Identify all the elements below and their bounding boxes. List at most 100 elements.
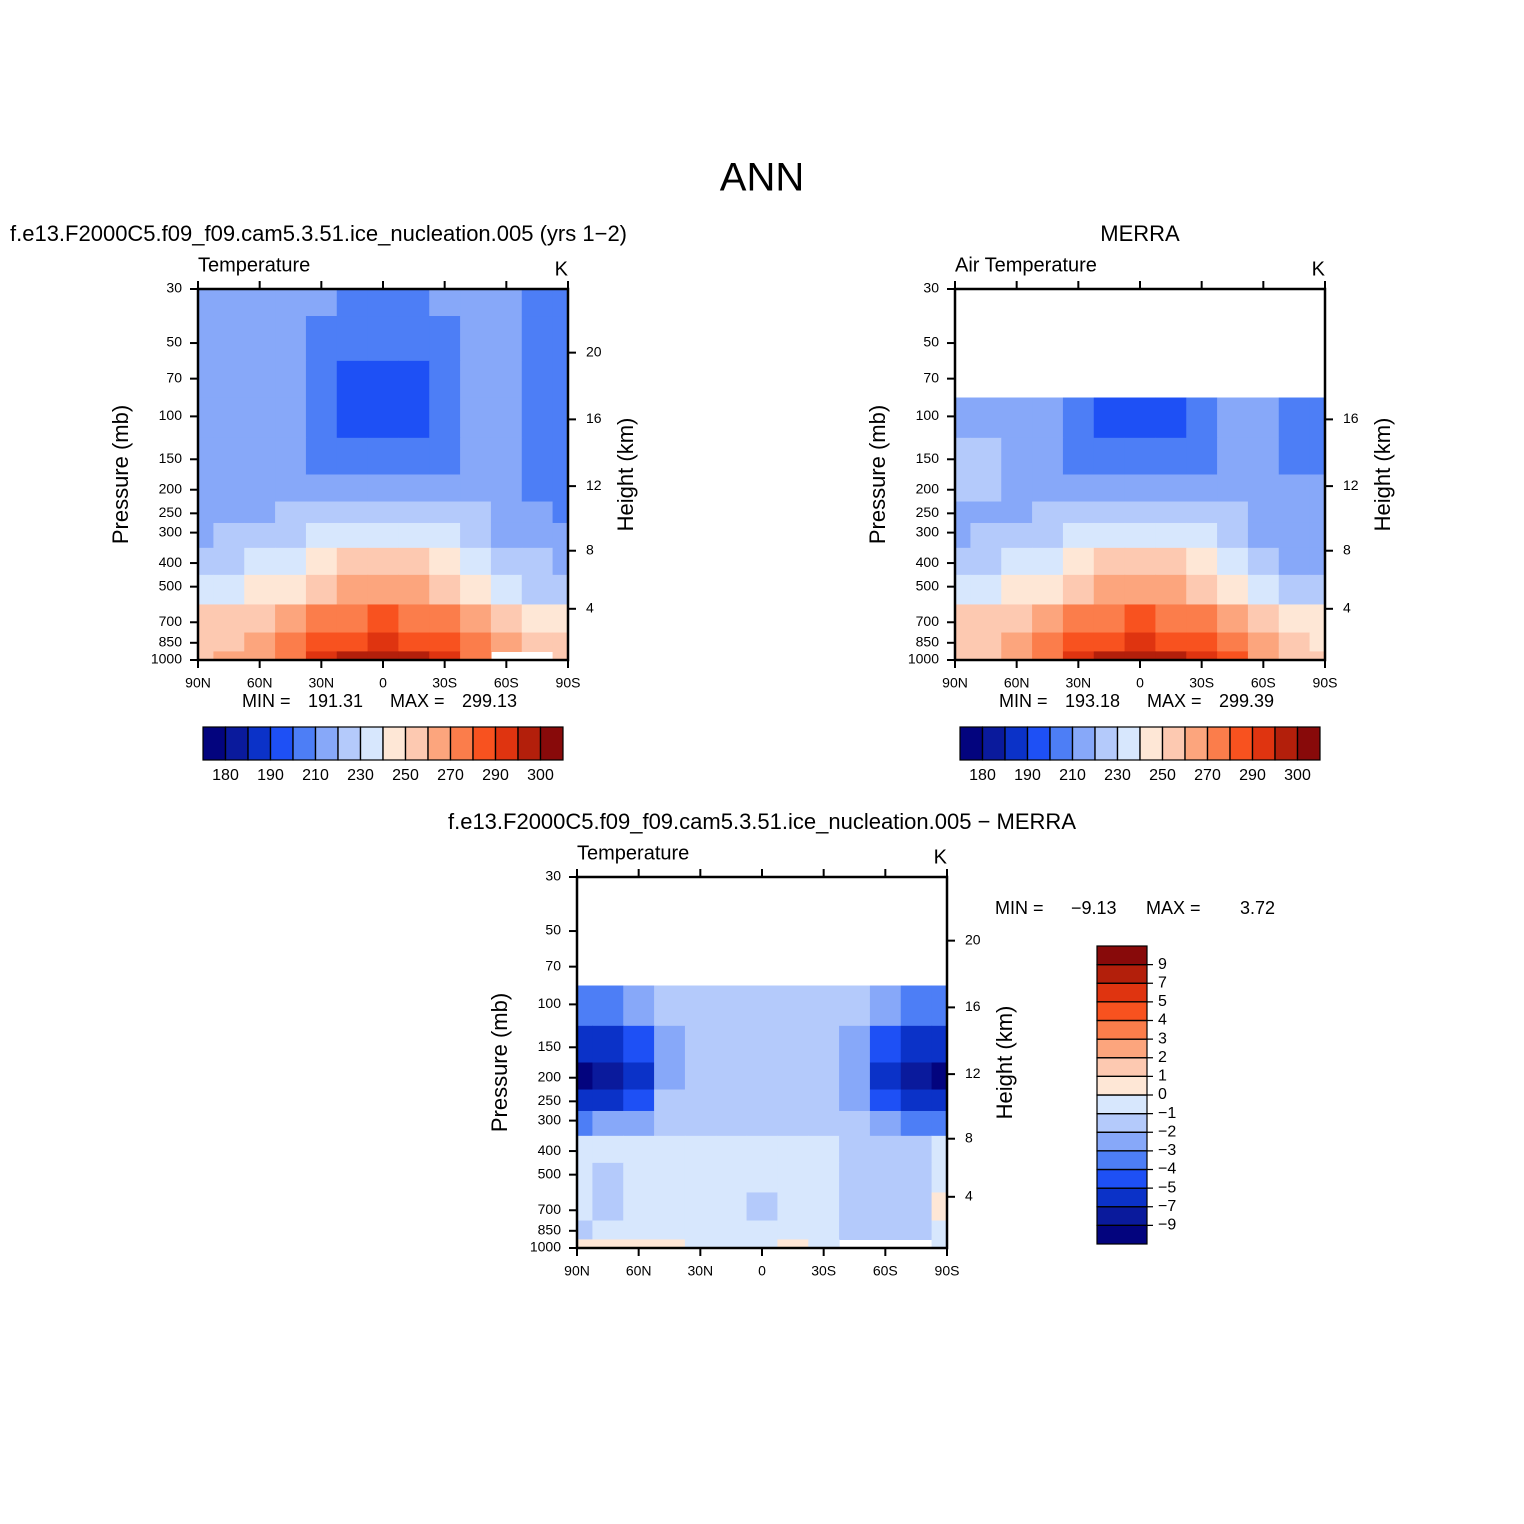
contour-cell bbox=[746, 985, 779, 1027]
contour-cell bbox=[198, 474, 215, 503]
colorbar-box bbox=[382, 726, 407, 761]
contour-cell bbox=[1278, 522, 1311, 549]
contour-cell bbox=[336, 501, 369, 524]
contour-cell bbox=[367, 397, 400, 439]
contour-cell bbox=[1093, 397, 1126, 439]
contour-cell bbox=[336, 437, 369, 476]
contour-cell bbox=[808, 1220, 840, 1241]
contour-cell bbox=[1186, 547, 1218, 576]
contour-cell bbox=[654, 1135, 686, 1164]
contour-cell bbox=[955, 574, 972, 606]
colorbar-label: 4 bbox=[1158, 1012, 1167, 1029]
contour-cell bbox=[777, 1162, 809, 1194]
contour-cell bbox=[623, 985, 655, 1027]
contour-cell bbox=[1093, 604, 1126, 634]
contour-cell bbox=[336, 604, 369, 634]
contour-cell bbox=[777, 1135, 809, 1164]
y-tick-label: 30 bbox=[166, 280, 182, 296]
contour-cell bbox=[1032, 547, 1064, 576]
contour-cell bbox=[244, 397, 276, 439]
contour-cell bbox=[1247, 474, 1280, 503]
contour-cell bbox=[1124, 651, 1157, 661]
colorbar-box bbox=[1184, 726, 1209, 761]
contour-cell bbox=[869, 1089, 902, 1112]
contour-cell bbox=[1217, 437, 1249, 476]
contour-cell bbox=[305, 397, 338, 439]
stat-label: MIN = bbox=[995, 898, 1044, 918]
contour-cell bbox=[839, 1192, 871, 1222]
y2-axis-label: Height (km) bbox=[992, 1006, 1017, 1120]
panel-title: f.e13.F2000C5.f09_f09.cam5.3.51.ice_nucl… bbox=[448, 809, 1076, 834]
contour-cell bbox=[623, 1110, 655, 1137]
y2-tick-label: 8 bbox=[1343, 541, 1351, 557]
contour-cell bbox=[900, 1089, 933, 1112]
contour-cell bbox=[398, 651, 430, 661]
stat-label: MAX = bbox=[390, 691, 445, 711]
contour-cell bbox=[244, 474, 276, 503]
colorbar-box bbox=[1096, 1224, 1148, 1245]
contour-cell bbox=[1001, 574, 1033, 606]
contour-cell bbox=[1032, 574, 1064, 606]
contour-cell bbox=[460, 316, 492, 362]
contour-cell bbox=[1093, 501, 1126, 524]
contour-cell bbox=[552, 604, 569, 634]
contour-cell bbox=[900, 1062, 933, 1091]
contour-cell bbox=[552, 632, 569, 653]
contour-cell bbox=[623, 1220, 655, 1241]
contour-cell bbox=[931, 1110, 948, 1137]
contour-cell bbox=[577, 1089, 594, 1112]
colorbar-box bbox=[292, 726, 317, 761]
contour-cell bbox=[1309, 501, 1326, 524]
contour-cell bbox=[1062, 437, 1095, 476]
contour-cell bbox=[1278, 397, 1311, 439]
contour-cell bbox=[715, 1220, 748, 1241]
contour-cell bbox=[684, 1220, 717, 1241]
contour-cell bbox=[398, 397, 430, 439]
contour-cell bbox=[429, 574, 461, 606]
contour-cell bbox=[592, 1220, 624, 1241]
contour-cell bbox=[1309, 397, 1326, 439]
contour-cell bbox=[970, 632, 1002, 653]
contour-cell bbox=[398, 547, 430, 576]
y2-tick-label: 16 bbox=[586, 410, 602, 426]
contour-cell bbox=[1124, 474, 1157, 503]
stat-label: MAX = bbox=[1146, 898, 1201, 918]
contour-cell bbox=[429, 632, 461, 653]
contour-cell bbox=[521, 360, 554, 399]
contour-cell bbox=[869, 1192, 902, 1222]
contour-cell bbox=[336, 547, 369, 576]
contour-cell bbox=[955, 501, 972, 524]
contour-cell bbox=[460, 547, 492, 576]
y-tick-label: 100 bbox=[159, 407, 183, 423]
y-tick-label: 250 bbox=[538, 1092, 562, 1108]
contour-cell bbox=[1278, 437, 1311, 476]
colorbar-box bbox=[981, 726, 1006, 761]
contour-cell bbox=[900, 1220, 933, 1241]
contour-cell bbox=[336, 651, 369, 661]
contour-cell bbox=[1186, 437, 1218, 476]
colorbar-box bbox=[539, 726, 564, 761]
contour-cell bbox=[746, 1220, 779, 1241]
colorbar-box bbox=[1096, 1113, 1148, 1133]
contour-cell bbox=[490, 547, 523, 576]
y-tick-label: 150 bbox=[538, 1038, 562, 1054]
contour-cell bbox=[244, 604, 276, 634]
contour-cell bbox=[1309, 474, 1326, 503]
contour-cell bbox=[305, 474, 338, 503]
contour-cell bbox=[1062, 474, 1095, 503]
contour-cell bbox=[213, 437, 245, 476]
y-tick-label: 70 bbox=[923, 369, 939, 385]
contour-cell bbox=[931, 1162, 948, 1194]
contour-cell bbox=[1155, 474, 1187, 503]
contour-cell bbox=[746, 1192, 779, 1222]
contour-cell bbox=[955, 437, 972, 476]
contour-cell bbox=[244, 651, 276, 661]
contour-cell bbox=[839, 1162, 871, 1194]
colorbar-box bbox=[1206, 726, 1231, 761]
contour-cell bbox=[970, 651, 1002, 661]
x-tick-label: 90S bbox=[935, 1263, 960, 1279]
contour-cell bbox=[1247, 501, 1280, 524]
contour-cell bbox=[715, 1162, 748, 1194]
contour-cell bbox=[746, 1062, 779, 1091]
x-tick-label: 90N bbox=[942, 675, 968, 691]
